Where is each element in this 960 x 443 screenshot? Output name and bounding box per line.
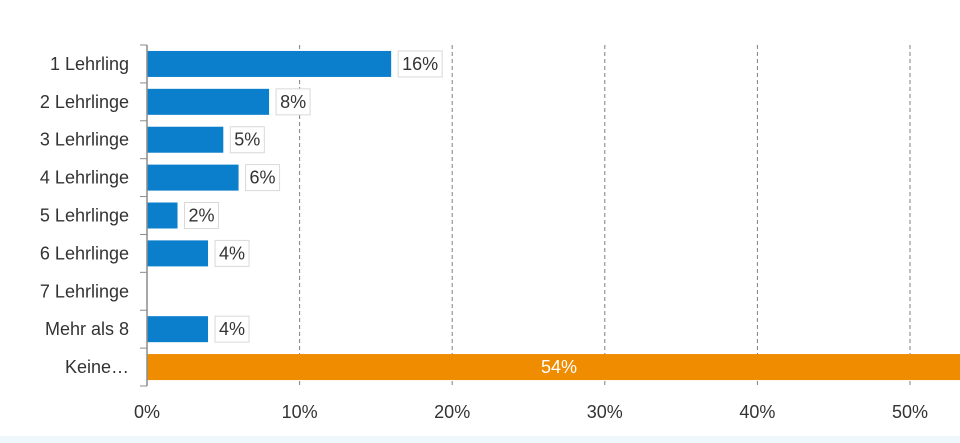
category-label-1: 1 Lehrling bbox=[50, 54, 129, 74]
category-label-8: Mehr als 8 bbox=[45, 319, 129, 339]
data-label-4: 6% bbox=[250, 168, 276, 188]
x-tick-label-2: 20% bbox=[434, 402, 470, 422]
bars bbox=[147, 50, 960, 381]
data-label-box-3 bbox=[229, 126, 265, 154]
data-label-8: 4% bbox=[219, 319, 245, 339]
grid-lines bbox=[299, 45, 911, 386]
data-label-9: 54% bbox=[541, 357, 577, 377]
labels: 16% 1 Lehrling 8% 2 Lehrlinge 5% 3 Lehrlinge 6… bbox=[40, 50, 928, 422]
category-label-9: Keine… bbox=[65, 357, 129, 377]
bottom-strip bbox=[0, 436, 960, 443]
category-label-2: 2 Lehrlinge bbox=[40, 92, 129, 112]
data-label-box-8 bbox=[214, 315, 250, 343]
category-label-6: 6 Lehrlinge bbox=[40, 243, 129, 263]
bar-5 bbox=[147, 202, 178, 229]
category-label-4: 4 Lehrlinge bbox=[40, 168, 129, 188]
bar-1 bbox=[147, 50, 392, 77]
x-tick-label-1: 10% bbox=[282, 402, 318, 422]
bar-2 bbox=[147, 88, 270, 115]
bar-6 bbox=[147, 240, 209, 267]
category-label-5: 5 Lehrlinge bbox=[40, 206, 129, 226]
category-label-3: 3 Lehrlinge bbox=[40, 130, 129, 150]
bar-3 bbox=[147, 126, 224, 153]
data-label-5: 2% bbox=[189, 206, 215, 226]
data-label-box-2 bbox=[275, 88, 311, 116]
data-label-box-6 bbox=[214, 239, 250, 267]
data-label-box-5 bbox=[184, 202, 220, 229]
x-tick-label-4: 40% bbox=[739, 402, 775, 422]
category-label-7: 7 Lehrlinge bbox=[40, 281, 129, 301]
x-tick-label-5: 50% bbox=[892, 402, 928, 422]
x-tick-label-3: 30% bbox=[587, 402, 623, 422]
data-label-6: 4% bbox=[219, 243, 245, 263]
axes bbox=[140, 44, 148, 387]
bar-9 bbox=[147, 354, 960, 381]
data-label-3: 5% bbox=[234, 130, 260, 150]
bar-8 bbox=[147, 316, 209, 343]
data-label-2: 8% bbox=[280, 92, 306, 112]
data-label-box-4 bbox=[245, 164, 281, 192]
data-label-box-1 bbox=[397, 50, 443, 78]
x-tick-label-0: 0% bbox=[134, 402, 160, 422]
bar-4 bbox=[147, 164, 239, 191]
data-label-1: 16% bbox=[402, 54, 438, 74]
